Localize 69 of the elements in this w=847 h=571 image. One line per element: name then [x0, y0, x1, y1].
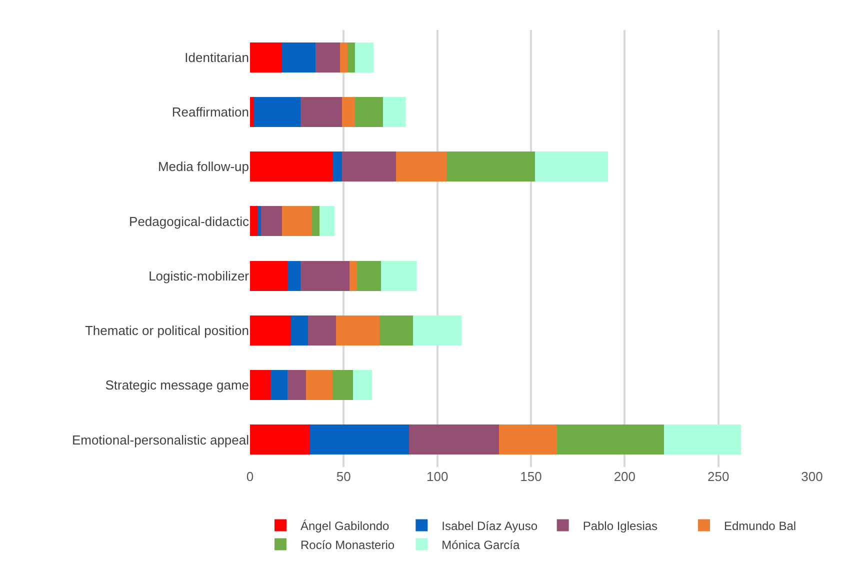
bar [250, 424, 310, 455]
legend-label: Mónica García [442, 538, 520, 552]
legend-label: Edmundo Bal [724, 518, 796, 533]
bar [250, 96, 254, 127]
x-tick-label: 0 [246, 469, 254, 484]
x-tick-label: 50 [336, 469, 351, 484]
bar [287, 260, 301, 291]
bar [354, 42, 374, 72]
legend-label: Ángel Gabilondo [300, 518, 390, 533]
bar [250, 206, 258, 236]
bar [306, 370, 332, 400]
bar [332, 152, 342, 182]
bar [308, 315, 336, 346]
legend-label: Rocío Monasterio [300, 538, 395, 552]
bar [282, 206, 312, 236]
legend-label: Isabel Díaz Ayuso [442, 518, 538, 533]
bar [383, 96, 406, 127]
bar [254, 96, 301, 127]
bar [250, 370, 271, 400]
y-tick-label: Identitarian [184, 50, 249, 65]
x-tick-label: 250 [707, 469, 730, 484]
bar [282, 42, 316, 72]
bar [342, 152, 396, 182]
y-tick-label: Reaffirmation [172, 104, 249, 120]
y-tick-label: Logistic-mobilizer [148, 268, 250, 284]
bar [261, 206, 282, 236]
bar [409, 424, 500, 455]
bar [354, 96, 384, 127]
x-tick-label: 150 [520, 469, 542, 484]
bar [446, 152, 535, 182]
bar [310, 424, 410, 455]
bar [557, 424, 664, 455]
bar [250, 42, 282, 72]
bar [300, 96, 342, 127]
bar [412, 315, 462, 346]
bar [257, 206, 262, 236]
x-tick-label: 200 [614, 469, 636, 484]
bar [340, 42, 348, 72]
y-tick-label: Media follow-up [158, 159, 249, 174]
y-tick-label: Pedagogical-didactic [129, 214, 250, 229]
bar [291, 315, 308, 346]
bar [353, 370, 372, 400]
x-tick-label: 300 [801, 469, 823, 484]
bar [332, 370, 354, 400]
bar [250, 152, 332, 182]
y-tick-label: Thematic or political position [84, 322, 249, 338]
bar [312, 206, 320, 236]
bar [396, 152, 447, 182]
bar [319, 206, 334, 236]
bar [499, 424, 558, 455]
bar [356, 260, 382, 291]
bar [664, 424, 741, 455]
y-tick-label: Strategic message game [105, 378, 249, 393]
bar [342, 96, 355, 127]
bar [349, 260, 357, 291]
bar [534, 152, 608, 182]
y-tick-label: Emotional-personalistic appeal [72, 432, 250, 448]
x-tick-label: 100 [426, 469, 448, 484]
bar [347, 42, 355, 72]
bar [381, 260, 417, 291]
bar [287, 370, 306, 400]
bar [250, 315, 292, 346]
bar [300, 260, 350, 291]
bar [250, 260, 288, 291]
bar [270, 370, 288, 400]
bar [336, 315, 380, 346]
bar [316, 42, 340, 72]
bar [379, 315, 413, 346]
legend-label: Pablo Iglesias [582, 518, 658, 533]
